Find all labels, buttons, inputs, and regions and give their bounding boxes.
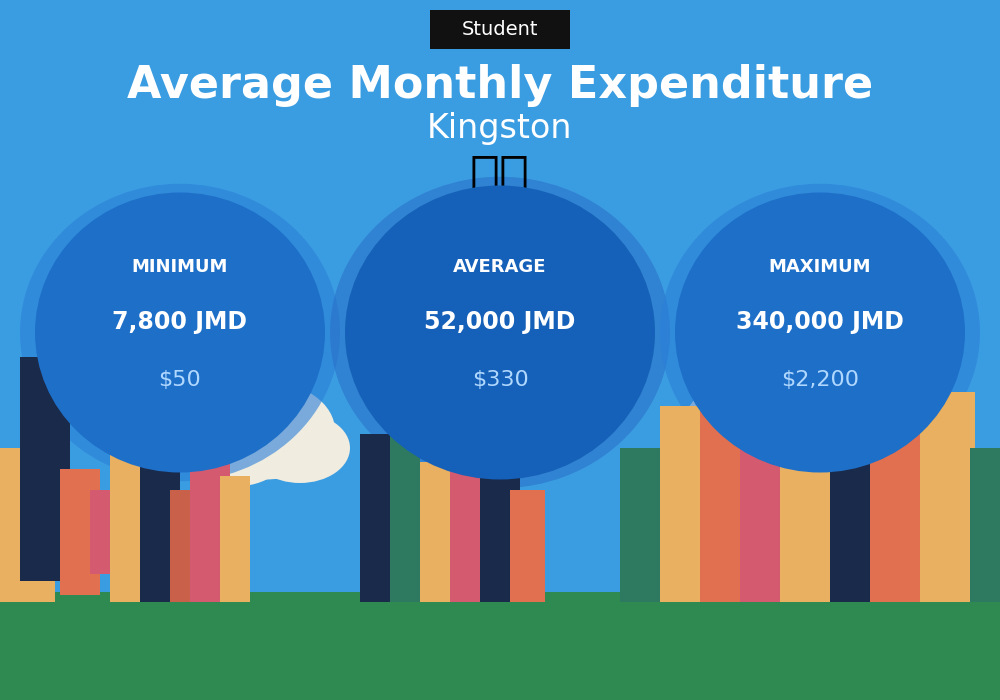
Ellipse shape	[345, 186, 655, 480]
Bar	[920, 392, 975, 602]
Text: Student: Student	[462, 20, 538, 39]
Text: $2,200: $2,200	[781, 370, 859, 390]
Ellipse shape	[20, 183, 340, 482]
Circle shape	[665, 406, 775, 483]
Ellipse shape	[330, 176, 670, 489]
Bar	[970, 448, 1000, 602]
Bar	[420, 462, 460, 602]
Text: 52,000 JMD: 52,000 JMD	[424, 310, 576, 334]
Ellipse shape	[660, 183, 980, 482]
Text: MAXIMUM: MAXIMUM	[769, 258, 871, 276]
Bar	[480, 476, 520, 602]
Bar	[360, 434, 400, 602]
Bar	[390, 406, 420, 602]
Text: Kingston: Kingston	[427, 112, 573, 146]
FancyBboxPatch shape	[430, 10, 570, 49]
Bar	[20, 357, 70, 581]
Bar	[450, 448, 480, 602]
Bar	[170, 490, 200, 602]
Bar	[740, 392, 780, 602]
Circle shape	[738, 408, 842, 481]
Ellipse shape	[675, 193, 965, 472]
Text: AVERAGE: AVERAGE	[453, 258, 547, 276]
Text: $330: $330	[472, 370, 528, 390]
Circle shape	[195, 382, 335, 480]
Bar	[870, 420, 920, 602]
Circle shape	[180, 410, 290, 486]
Text: 7,800 JMD: 7,800 JMD	[112, 310, 248, 334]
Bar	[190, 434, 230, 602]
Text: MINIMUM: MINIMUM	[132, 258, 228, 276]
Bar	[90, 490, 120, 574]
Text: 🇯🇲: 🇯🇲	[470, 153, 530, 200]
Text: $50: $50	[159, 370, 201, 390]
Bar	[780, 434, 835, 602]
Bar	[220, 476, 250, 602]
Bar	[620, 448, 670, 602]
Text: Average Monthly Expenditure: Average Monthly Expenditure	[127, 64, 873, 107]
Bar	[510, 490, 545, 602]
Bar	[140, 392, 180, 602]
Circle shape	[683, 377, 827, 477]
Bar	[660, 406, 700, 602]
Ellipse shape	[35, 193, 325, 472]
Circle shape	[250, 413, 350, 483]
Bar	[110, 448, 160, 602]
Bar	[0, 592, 1000, 700]
Bar	[700, 364, 750, 602]
Bar	[60, 469, 100, 595]
Bar	[0, 448, 55, 602]
Text: 340,000 JMD: 340,000 JMD	[736, 310, 904, 334]
Bar	[830, 378, 870, 602]
